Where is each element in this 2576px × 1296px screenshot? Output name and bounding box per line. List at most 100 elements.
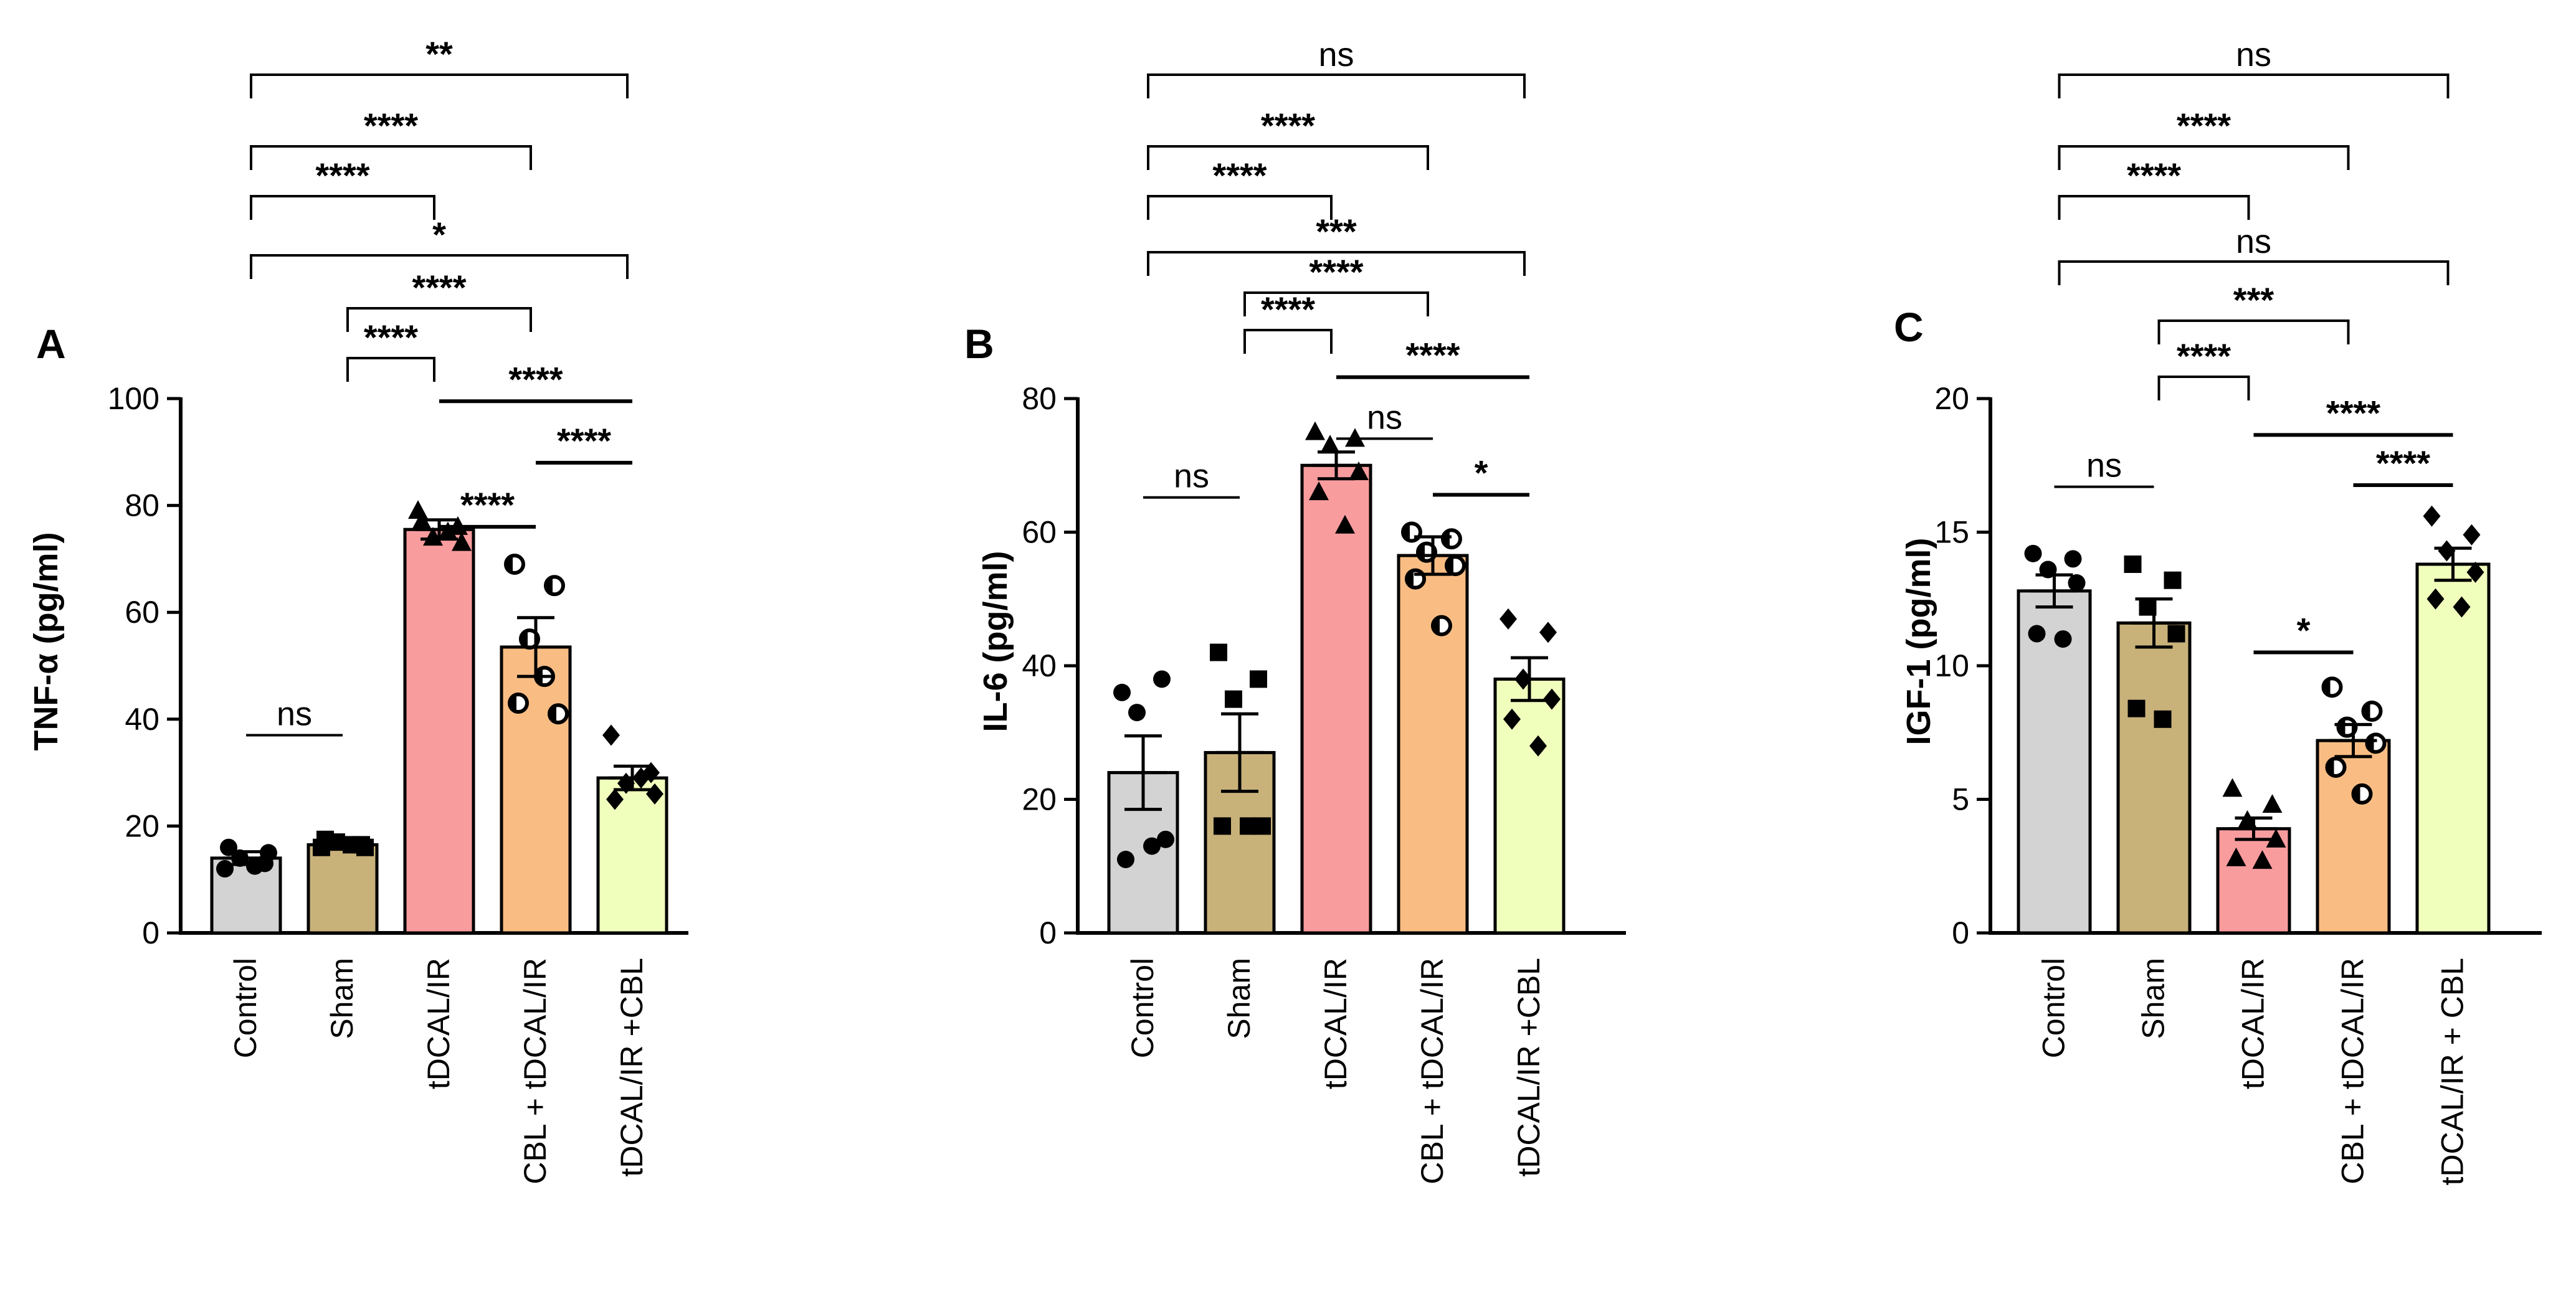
data-point — [1431, 615, 1452, 636]
significance-bracket: ns — [2058, 36, 2450, 98]
significance-bracket: **** — [346, 318, 435, 382]
y-tick-label: 20 — [125, 808, 159, 843]
data-point — [2466, 561, 2484, 583]
significance-line: **** — [439, 359, 632, 404]
data-point — [1250, 670, 1267, 688]
data-point — [1113, 683, 1131, 701]
y-axis-title: TNF-α (pg/ml) — [27, 532, 65, 750]
significance-label: * — [432, 215, 446, 254]
x-category-label: CBL + tDCAL/IR — [518, 958, 553, 1185]
significance-line: **** — [439, 485, 536, 529]
significance-line: ns — [1143, 458, 1240, 499]
data-point — [2453, 596, 2471, 618]
x-category-label: Control — [228, 958, 263, 1058]
significance-label: ** — [425, 34, 453, 73]
data-point — [408, 500, 428, 519]
data-point — [2361, 700, 2383, 722]
significance-label: ns — [1318, 36, 1354, 73]
significance-label: *** — [1316, 212, 1357, 251]
error-bar — [2130, 597, 2178, 649]
panel-letter: A — [36, 321, 66, 367]
significance-label: *** — [2233, 280, 2274, 319]
x-category-label: Control — [2037, 958, 2071, 1058]
panel-letter: B — [964, 321, 994, 367]
data-point — [2054, 630, 2072, 648]
significance-label: **** — [1212, 156, 1267, 195]
x-category-label: tDCAL/IR — [1318, 958, 1353, 1089]
data-point — [508, 693, 529, 714]
data-point — [1210, 643, 1227, 661]
significance-line: **** — [2253, 393, 2453, 437]
data-point — [504, 553, 525, 575]
x-category-label: Sham — [2136, 958, 2171, 1039]
significance-label: **** — [2177, 106, 2231, 145]
x-category-label: tDCAL/IR + CBL — [2435, 958, 2470, 1185]
bar — [1397, 554, 1469, 935]
significance-label: ns — [2236, 223, 2271, 260]
data-point — [1225, 690, 1242, 708]
y-tick-label: 60 — [125, 595, 159, 630]
data-point — [2351, 783, 2373, 805]
significance-label: ns — [2236, 36, 2271, 73]
data-point — [544, 575, 565, 597]
x-category-label: tDCAL/IR — [2236, 958, 2271, 1089]
x-category-label: Sham — [1222, 958, 1257, 1039]
significance-bracket: **** — [1243, 252, 1429, 316]
significance-label: **** — [557, 421, 611, 460]
data-point — [246, 857, 264, 875]
significance-label: * — [1475, 453, 1488, 492]
data-point — [1441, 528, 1462, 550]
data-point — [2064, 550, 2082, 568]
significance-bracket: **** — [1147, 156, 1333, 220]
y-tick-label: 20 — [1934, 381, 1969, 416]
y-tick-label: 60 — [1022, 515, 1057, 550]
error-bar — [1506, 656, 1553, 702]
significance-label: **** — [460, 485, 515, 524]
significance-bracket: ns — [1147, 36, 1526, 98]
bar — [307, 843, 379, 935]
y-axis-title: IGF-1 (pg/ml) — [1900, 538, 1937, 745]
significance-label: **** — [364, 318, 418, 357]
data-point — [2028, 625, 2046, 643]
y-tick-label: 80 — [125, 488, 159, 523]
data-point — [2438, 540, 2456, 562]
significance-line: ns — [246, 696, 343, 737]
significance-label: **** — [1309, 252, 1363, 291]
data-point — [548, 703, 569, 725]
data-point — [216, 860, 234, 878]
data-point — [606, 788, 624, 810]
data-point — [1153, 670, 1171, 688]
data-point — [1539, 622, 1557, 643]
data-point — [2164, 571, 2182, 589]
significance-label: ns — [2086, 447, 2122, 485]
significance-bracket: **** — [2157, 336, 2250, 400]
significance-bracket: **** — [250, 106, 532, 170]
error-bar — [2230, 816, 2278, 841]
bar — [500, 645, 572, 935]
significance-bracket: ns — [2058, 223, 2450, 285]
data-point — [1320, 435, 1340, 454]
significance-line: * — [2253, 611, 2354, 655]
error-bar — [2329, 722, 2377, 759]
significance-label: **** — [412, 268, 466, 307]
significance-label: ns — [1367, 399, 1402, 436]
significance-bracket: *** — [2157, 280, 2350, 344]
error-bar — [2030, 573, 2078, 609]
error-bar — [1119, 734, 1167, 811]
data-point — [1309, 481, 1329, 501]
significance-line: **** — [2353, 443, 2453, 487]
significance-label: **** — [2127, 156, 2181, 195]
y-tick-label: 20 — [1022, 782, 1057, 817]
data-point — [423, 527, 443, 546]
significance-bracket: **** — [1243, 290, 1333, 354]
x-category-label: tDCAL/IR +CBL — [1511, 958, 1546, 1177]
significance-label: **** — [1261, 106, 1315, 145]
y-tick-label: 0 — [142, 915, 159, 950]
data-point — [2226, 847, 2246, 866]
error-bar — [416, 518, 463, 541]
data-point — [2325, 757, 2347, 778]
error-bar — [609, 764, 656, 792]
data-point — [2068, 574, 2086, 592]
data-point — [2336, 716, 2358, 738]
